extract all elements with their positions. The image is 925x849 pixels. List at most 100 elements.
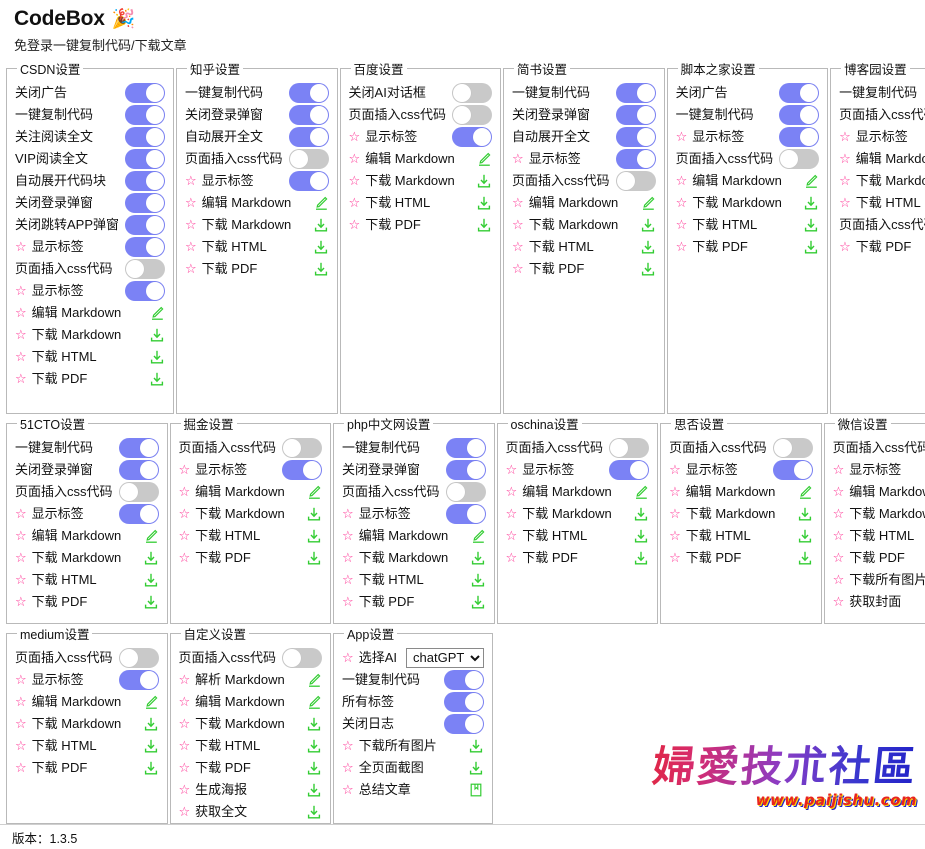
star-icon[interactable]: ☆ xyxy=(675,173,688,188)
download-icon[interactable] xyxy=(633,550,649,566)
setting-row[interactable]: ☆ 编辑 Markdown xyxy=(342,525,486,546)
setting-row[interactable]: 页面插入css代码 xyxy=(506,437,650,458)
toggle-switch[interactable] xyxy=(452,104,493,125)
setting-row[interactable]: ☆ 下载 HTML xyxy=(15,346,165,367)
setting-row[interactable]: 页面插入css代码 xyxy=(179,437,323,458)
setting-row[interactable]: ☆ 下载 Markdown xyxy=(185,214,329,235)
setting-row[interactable]: 关闭登录弹窗 xyxy=(185,104,329,125)
toggle-switch[interactable] xyxy=(118,669,159,690)
setting-row[interactable]: ☆ 生成海报 xyxy=(179,779,323,800)
download-icon[interactable] xyxy=(306,760,322,776)
pencil-icon[interactable] xyxy=(143,528,159,544)
toggle-switch[interactable] xyxy=(288,82,329,103)
setting-row[interactable]: ☆ 下载 Markdown xyxy=(15,713,159,734)
star-icon[interactable]: ☆ xyxy=(512,239,524,254)
setting-row[interactable]: 页面插入css代码 xyxy=(349,104,493,125)
setting-row[interactable]: ☆ 显示标签 xyxy=(179,459,323,480)
toggle-switch[interactable] xyxy=(118,503,159,524)
setting-row[interactable]: ☆ 下载 HTML xyxy=(833,525,925,546)
toggle-switch[interactable] xyxy=(125,148,166,169)
setting-row[interactable]: 一键复制代码 xyxy=(839,82,925,103)
toggle-switch[interactable] xyxy=(118,481,159,502)
star-icon[interactable]: ☆ xyxy=(342,506,354,521)
star-icon[interactable]: ☆ xyxy=(178,760,191,775)
toggle-switch[interactable] xyxy=(452,126,493,147)
setting-row[interactable]: ☆ 下载 Markdown xyxy=(179,713,323,734)
star-icon[interactable]: ☆ xyxy=(178,528,191,543)
pencil-icon[interactable] xyxy=(470,528,486,544)
download-icon[interactable] xyxy=(143,760,159,776)
toggle-switch[interactable] xyxy=(779,148,820,169)
setting-row[interactable]: 关闭AI对话框 xyxy=(349,82,493,103)
star-icon[interactable]: ☆ xyxy=(15,239,27,254)
setting-row[interactable]: ☆ 获取全文 xyxy=(179,801,323,822)
download-icon[interactable] xyxy=(640,239,656,255)
setting-row[interactable]: ☆ 显示标签 xyxy=(349,126,493,147)
star-icon[interactable]: ☆ xyxy=(832,550,845,565)
setting-row[interactable]: ☆ 解析 Markdown xyxy=(179,669,323,690)
setting-row[interactable]: ☆ 显示标签 xyxy=(15,280,166,301)
download-icon[interactable] xyxy=(143,716,159,732)
setting-row[interactable]: VIP阅读全文 xyxy=(15,148,166,169)
star-icon[interactable]: ☆ xyxy=(185,261,197,276)
download-icon[interactable] xyxy=(306,804,322,820)
toggle-switch[interactable] xyxy=(282,437,323,458)
toggle-switch[interactable] xyxy=(779,82,820,103)
download-icon[interactable] xyxy=(470,550,486,566)
setting-row[interactable]: ☆ 下载 HTML xyxy=(839,192,925,213)
setting-row[interactable]: ☆ 全页面截图 xyxy=(342,757,484,778)
setting-row[interactable]: 自动展开全文 xyxy=(185,126,329,147)
download-icon[interactable] xyxy=(797,528,813,544)
star-icon[interactable]: ☆ xyxy=(185,173,197,188)
star-icon[interactable]: ☆ xyxy=(832,528,845,543)
star-icon[interactable]: ☆ xyxy=(512,261,524,276)
download-icon[interactable] xyxy=(476,195,492,211)
setting-row[interactable]: 页面插入css代码 xyxy=(179,647,323,668)
setting-row[interactable]: ☆ 显示标签 xyxy=(506,459,650,480)
setting-row[interactable]: 页面插入css代码 xyxy=(512,170,656,191)
setting-row[interactable]: ☆ 显示标签 xyxy=(512,148,656,169)
star-icon[interactable]: ☆ xyxy=(15,327,27,342)
star-icon[interactable]: ☆ xyxy=(15,738,27,753)
setting-row[interactable]: ☆ 获取封面 xyxy=(833,591,925,612)
setting-row[interactable]: 一键复制代码 xyxy=(185,82,329,103)
star-icon[interactable]: ☆ xyxy=(512,195,524,210)
setting-row[interactable]: ☆ 编辑 Markdown xyxy=(676,170,820,191)
toggle-switch[interactable] xyxy=(125,236,166,257)
setting-row[interactable]: ☆ 编辑 Markdown xyxy=(15,302,165,323)
star-icon[interactable]: ☆ xyxy=(839,129,851,144)
download-icon[interactable] xyxy=(468,738,484,754)
download-icon[interactable] xyxy=(306,716,322,732)
setting-row[interactable]: ☆ 总结文章 xyxy=(342,779,484,800)
star-icon[interactable]: ☆ xyxy=(15,349,27,364)
download-icon[interactable] xyxy=(306,528,322,544)
pencil-icon[interactable] xyxy=(143,694,159,710)
star-icon[interactable]: ☆ xyxy=(15,760,27,775)
star-icon[interactable]: ☆ xyxy=(832,506,845,521)
star-icon[interactable]: ☆ xyxy=(185,195,197,210)
star-icon[interactable]: ☆ xyxy=(832,572,845,587)
star-icon[interactable]: ☆ xyxy=(15,672,27,687)
setting-row[interactable]: ☆ 显示标签 xyxy=(15,503,159,524)
toggle-switch[interactable] xyxy=(288,104,329,125)
toggle-switch[interactable] xyxy=(615,170,656,191)
star-icon[interactable]: ☆ xyxy=(178,738,191,753)
star-icon[interactable]: ☆ xyxy=(342,760,354,775)
star-icon[interactable]: ☆ xyxy=(15,506,27,521)
star-icon[interactable]: ☆ xyxy=(15,371,27,386)
toggle-switch[interactable] xyxy=(772,459,813,480)
setting-row[interactable]: ☆ 下载 Markdown xyxy=(833,503,925,524)
download-icon[interactable] xyxy=(633,528,649,544)
setting-row[interactable]: ☆ 下载 Markdown xyxy=(179,503,323,524)
setting-row[interactable]: 页面插入css代码 xyxy=(15,481,159,502)
star-icon[interactable]: ☆ xyxy=(675,195,688,210)
download-icon[interactable] xyxy=(313,217,329,233)
download-icon[interactable] xyxy=(803,217,819,233)
star-icon[interactable]: ☆ xyxy=(342,572,354,587)
setting-row[interactable]: ☆ 下载 HTML xyxy=(342,569,486,590)
download-icon[interactable] xyxy=(143,738,159,754)
setting-row[interactable]: 关闭登录弹窗 xyxy=(342,459,486,480)
star-icon[interactable]: ☆ xyxy=(832,594,845,609)
download-icon[interactable] xyxy=(306,782,322,798)
star-icon[interactable]: ☆ xyxy=(178,672,191,687)
